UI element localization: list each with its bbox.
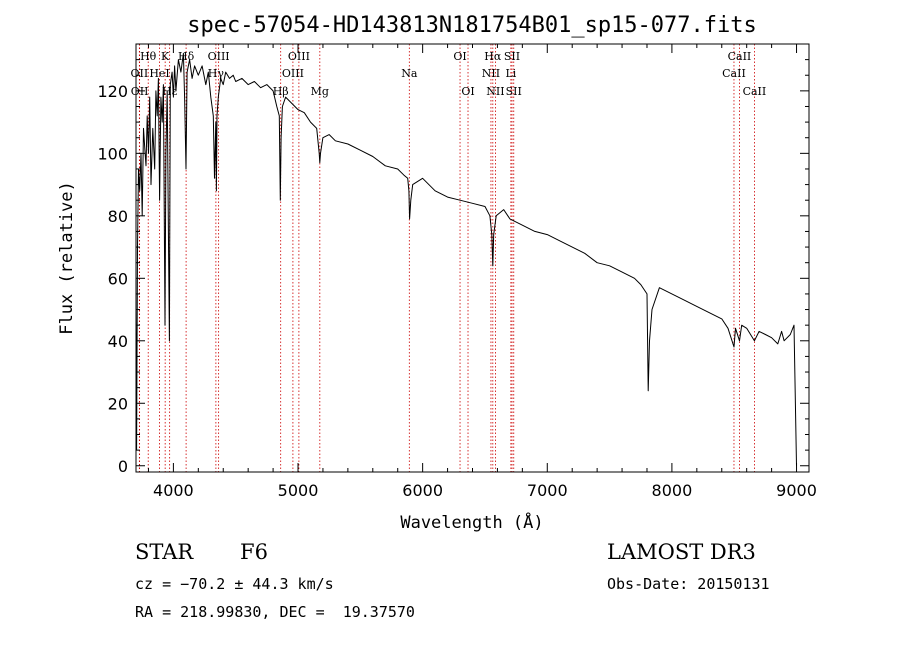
line-label-20: Li xyxy=(505,67,516,80)
y-tick-label-1: 20 xyxy=(108,394,128,413)
line-label-10: OIII xyxy=(282,67,304,80)
y-tick-label-3: 60 xyxy=(108,269,128,288)
line-label-6: Hδ xyxy=(178,50,195,63)
spectrum-chart: spec-57054-HD143813N181754B01_sp15-077.f… xyxy=(57,13,817,533)
spectrum-series xyxy=(135,52,797,466)
line-label-18: NII xyxy=(486,85,504,98)
spectral-subclass: F6 xyxy=(240,540,268,564)
line-label-21: SII xyxy=(506,85,522,98)
line-label-1: OII xyxy=(131,67,149,80)
plot-frame xyxy=(135,43,810,473)
line-label-19: SII xyxy=(504,50,520,63)
line-label-9: Hβ xyxy=(273,85,289,98)
y-tick-label-0: 0 xyxy=(118,457,128,476)
line-label-24: CaII xyxy=(743,85,767,98)
line-label-7: OIII xyxy=(208,50,230,63)
line-label-8: Hγ xyxy=(208,67,225,80)
x-tick-label-0: 4000 xyxy=(153,481,194,500)
line-label-3: HeI xyxy=(149,67,169,80)
spectral-line-markers xyxy=(138,44,755,472)
spectrum-line xyxy=(135,52,797,466)
line-label-16: Hα xyxy=(484,50,502,63)
y-tick-label-4: 80 xyxy=(108,207,128,226)
y-tick-label-2: 40 xyxy=(108,332,128,351)
line-label-0: Hθ xyxy=(140,50,157,63)
x-tick-label-3: 7000 xyxy=(527,481,568,500)
x-tick-label-4: 8000 xyxy=(652,481,693,500)
line-label-11: OIII xyxy=(288,50,310,63)
line-label-15: OI xyxy=(461,85,474,98)
y-tick-label-5: 100 xyxy=(97,144,128,163)
x-tick-label-1: 5000 xyxy=(278,481,319,500)
line-label-2: OII xyxy=(131,85,149,98)
line-label-4: Hε xyxy=(162,85,178,98)
x-tick-label-2: 6000 xyxy=(402,481,443,500)
observation-date: Obs-Date: 20150131 xyxy=(607,575,770,593)
line-label-17: NII xyxy=(482,67,500,80)
y-tick-label-6: 120 xyxy=(97,82,128,101)
coordinates-readout: RA = 218.99830, DEC = 19.37570 xyxy=(135,603,415,621)
redshift-readout: cz = −70.2 ± 44.3 km/s xyxy=(135,575,334,593)
survey-name: LAMOST DR3 xyxy=(607,540,756,564)
line-label-22: CaII xyxy=(728,50,752,63)
line-label-5: K xyxy=(161,50,170,63)
y-axis-ticks: 0 20 40 60 80 100 120 xyxy=(97,59,809,476)
y-axis-label: Flux (relative) xyxy=(57,181,77,335)
object-type: STAR xyxy=(135,540,194,564)
chart-title: spec-57054-HD143813N181754B01_sp15-077.f… xyxy=(187,13,757,38)
x-axis-ticks: 4000 5000 6000 7000 8000 9000 xyxy=(147,44,817,500)
x-axis-label: Wavelength (Å) xyxy=(400,511,543,533)
line-label-14: OI xyxy=(453,50,466,63)
line-label-13: Na xyxy=(401,67,418,80)
line-label-23: CaII xyxy=(722,67,746,80)
line-label-12: Mg xyxy=(311,85,329,98)
x-tick-label-5: 9000 xyxy=(776,481,817,500)
